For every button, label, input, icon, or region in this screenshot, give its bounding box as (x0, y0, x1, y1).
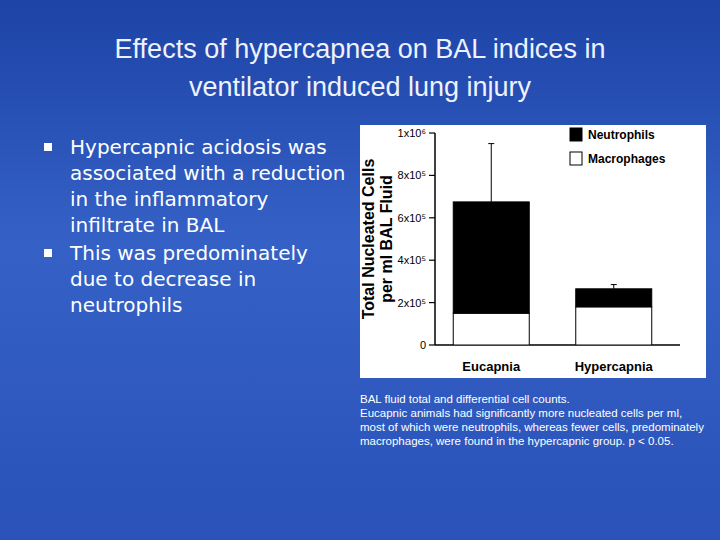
bullet-text: Hypercapnic acidosis was associated with… (70, 135, 346, 237)
bars (453, 144, 652, 345)
y-tick-label: 1x10⁶ (398, 127, 426, 139)
error-line (613, 285, 614, 289)
y-axis (434, 133, 436, 345)
legend-swatch (570, 152, 582, 165)
x-tick-label: Hypercapnia (575, 359, 654, 374)
bar-segment (576, 289, 652, 307)
y-tick-label: 2x10⁵ (398, 297, 426, 309)
title-line: ventilator induced lung injury (0, 68, 720, 106)
error-cap (488, 143, 494, 144)
y-axis-label: Total Nucleated Cells (360, 159, 377, 320)
y-tick-label: 0 (420, 339, 426, 351)
y-axis-label: per ml BAL Fluid (378, 175, 395, 303)
y-tick-label: 8x10⁵ (398, 169, 426, 181)
bar-segment (453, 202, 529, 313)
y-tick (429, 344, 435, 345)
legend-label: Macrophages (588, 152, 666, 166)
bullet-text: This was predominately due to decrease i… (70, 241, 308, 317)
slide: {"title": ["Effects of hypercapnea on BA… (0, 0, 720, 540)
bar-segment (576, 307, 652, 345)
x-tick-label: Eucapnia (462, 359, 521, 374)
bar-segment (453, 313, 529, 345)
legend-swatch (570, 128, 582, 141)
caption-paragraph: Eucapnic animals had significantly more … (360, 406, 708, 448)
title-line: Effects of hypercapnea on BAL indices in (0, 30, 720, 68)
y-tick-label: 6x10⁵ (398, 212, 426, 224)
y-tick (429, 132, 435, 133)
y-tick (429, 260, 435, 261)
error-bar (488, 144, 494, 202)
bullet-marker (44, 249, 52, 257)
bullet-marker (44, 143, 52, 151)
caption-paragraph: BAL fluid total and differential cell co… (360, 392, 708, 406)
bullets: Hypercapnic acidosis was associated with… (42, 134, 347, 320)
title: Effects of hypercapnea on BAL indices in… (0, 30, 720, 106)
y-tick (429, 217, 435, 218)
error-line (491, 144, 492, 202)
bullet: Hypercapnic acidosis was associated with… (42, 134, 347, 238)
chart: 0 2x10⁵ 4x10⁵ 6x10⁵ 8x10⁵ 1x10⁶ Total Nucleate… (0, 0, 720, 540)
y-tick (429, 175, 435, 176)
caption: BAL fluid total and differential cell co… (360, 392, 708, 448)
legend-label: Neutrophils (588, 128, 655, 142)
y-tick-label: 4x10⁵ (398, 254, 426, 266)
error-cap (611, 284, 617, 285)
bullet: This was predominately due to decrease i… (42, 240, 347, 318)
error-bar (611, 285, 617, 289)
y-tick (429, 302, 435, 303)
chart-background (360, 125, 706, 378)
